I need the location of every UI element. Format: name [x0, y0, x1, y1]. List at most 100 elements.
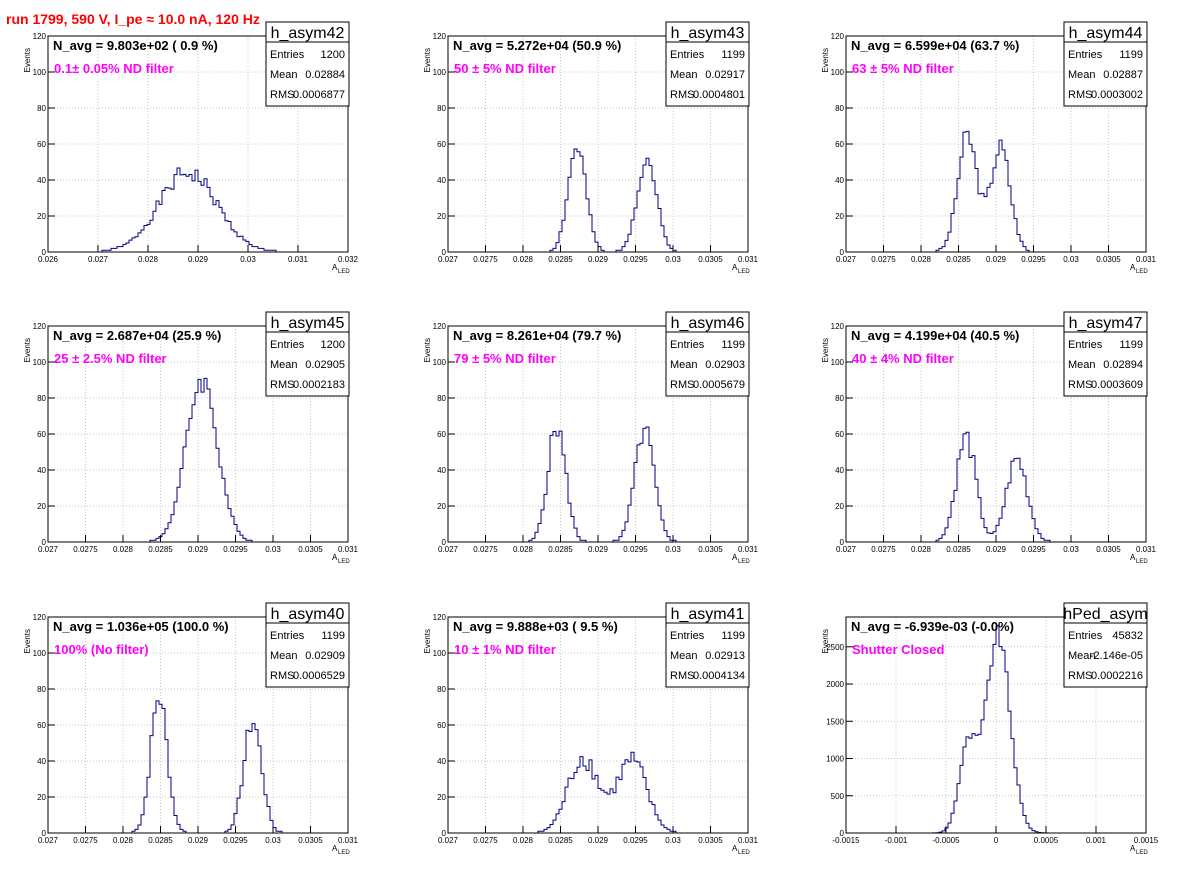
- y-tick-label: 40: [37, 466, 46, 475]
- y-tick-label: 60: [835, 430, 844, 439]
- histogram-name: hPed_asym: [1063, 606, 1148, 623]
- x-axis-title: A: [1130, 263, 1136, 272]
- stat-value: 0.02909: [305, 650, 345, 662]
- stat-label: RMS: [670, 379, 694, 391]
- stat-label: Entries: [270, 339, 305, 351]
- histogram-name: h_asym42: [271, 25, 345, 42]
- navg-label: N_avg = 8.261e+04 (79.7 %): [453, 328, 621, 343]
- y-tick-label: 40: [437, 176, 446, 185]
- y-axis-title: Events: [423, 629, 432, 653]
- histogram-panel-h_asym45: 0.027 0.0275 0.028 0.0285 0.029 0.0295 0.03 0.0…: [23, 311, 359, 565]
- stat-value: 0.02917: [705, 69, 745, 81]
- histogram-name: h_asym45: [271, 315, 345, 332]
- y-tick-label: 40: [437, 757, 446, 766]
- x-tick-label: 0.0275: [73, 836, 98, 845]
- x-tick-label: 0.03: [665, 545, 681, 554]
- stat-label: Mean: [670, 69, 698, 81]
- y-tick-label: 120: [33, 32, 47, 41]
- x-tick-label: 0.028: [513, 545, 534, 554]
- x-tick-label: 0.027: [438, 545, 459, 554]
- y-axis-title: Events: [23, 629, 32, 653]
- stat-value: 0.0004134: [693, 670, 745, 682]
- x-tick-label: 0.031: [1136, 545, 1157, 554]
- x-tick-label: 0.027: [88, 255, 109, 264]
- x-tick-label: 0.0295: [623, 545, 648, 554]
- x-tick-label: 0.027: [836, 255, 857, 264]
- stat-value: 0.0003002: [1091, 89, 1143, 101]
- x-tick-label: 0.0285: [946, 255, 971, 264]
- stat-label: Mean: [670, 359, 698, 371]
- stat-value: 0.0002216: [1091, 670, 1143, 682]
- histogram-name: h_asym41: [671, 606, 745, 623]
- stat-value: 1199: [721, 630, 745, 642]
- x-tick-label: 0.0275: [473, 255, 498, 264]
- x-tick-label: 0.0285: [148, 836, 173, 845]
- navg-label: N_avg = 5.272e+04 (50.9 %): [453, 38, 621, 53]
- histogram-panel-h_asym41: 0.027 0.0275 0.028 0.0285 0.029 0.0295 0.03 0.0…: [423, 602, 759, 856]
- y-axis-title: Events: [23, 338, 32, 362]
- x-tick-label: 0.032: [338, 255, 359, 264]
- y-tick-label: 1500: [826, 717, 844, 726]
- filter-annotation: 0.1± 0.05% ND filter: [54, 61, 174, 76]
- x-tick-label: 0.03: [1063, 255, 1079, 264]
- x-tick-label: 0.027: [38, 836, 59, 845]
- stat-label: Entries: [1068, 630, 1103, 642]
- y-tick-label: 60: [835, 140, 844, 149]
- y-tick-label: 40: [835, 176, 844, 185]
- x-tick-label: 0.0275: [73, 545, 98, 554]
- y-tick-label: 80: [835, 104, 844, 113]
- x-tick-label: 0.028: [513, 836, 534, 845]
- stat-value: 1199: [1119, 339, 1143, 351]
- histogram-panel-h_asym40: 0.027 0.0275 0.028 0.0285 0.029 0.0295 0.03 0.0…: [23, 602, 359, 856]
- histogram-name: h_asym44: [1069, 25, 1143, 42]
- y-axis-title: Events: [423, 48, 432, 72]
- navg-label: N_avg = 9.888e+03 ( 9.5 %): [453, 619, 618, 634]
- x-axis-title: A: [332, 553, 338, 562]
- x-tick-label: 0.029: [588, 545, 609, 554]
- histogram-line: [48, 700, 348, 834]
- x-tick-label: 0.0295: [1021, 255, 1046, 264]
- filter-annotation: 40 ± 4% ND filter: [852, 351, 954, 366]
- x-tick-label: 0.03: [665, 255, 681, 264]
- y-tick-label: 2000: [826, 680, 844, 689]
- y-tick-label: 0: [42, 829, 47, 838]
- x-tick-label: 0.0295: [223, 836, 248, 845]
- x-tick-label: 0.031: [338, 836, 359, 845]
- x-tick-label: 0.027: [438, 836, 459, 845]
- y-tick-label: 80: [437, 685, 446, 694]
- x-tick-label: 0.03: [265, 836, 281, 845]
- histogram-panel-h_asym43: 0.027 0.0275 0.028 0.0285 0.029 0.0295 0.03 0.0…: [423, 21, 759, 275]
- stat-label: Entries: [1068, 339, 1103, 351]
- stat-label: Entries: [670, 630, 705, 642]
- x-tick-label: 0.027: [836, 545, 857, 554]
- x-tick-label: 0: [994, 836, 999, 845]
- y-tick-label: 60: [437, 140, 446, 149]
- x-tick-label: 0.031: [288, 255, 309, 264]
- y-tick-label: 20: [37, 212, 46, 221]
- x-axis-subscript: LED: [1136, 559, 1148, 565]
- x-tick-label: 0.03: [265, 545, 281, 554]
- stat-value: 45832: [1112, 630, 1143, 642]
- x-axis-title: A: [732, 263, 738, 272]
- x-tick-label: 0.0305: [298, 836, 323, 845]
- filter-annotation: 63 ± 5% ND filter: [852, 61, 954, 76]
- y-tick-label: 60: [437, 430, 446, 439]
- stat-label: Entries: [1068, 49, 1103, 61]
- histogram-panel-h_asym47: 0.027 0.0275 0.028 0.0285 0.029 0.0295 0.03 0.0…: [821, 311, 1157, 565]
- y-tick-label: 100: [831, 68, 845, 77]
- y-tick-label: 100: [433, 649, 447, 658]
- x-tick-label: 0.0275: [473, 545, 498, 554]
- histogram-name: h_asym40: [271, 606, 345, 623]
- y-axis-title: Events: [423, 338, 432, 362]
- y-axis-title: Events: [821, 629, 830, 653]
- stat-value: 0.02887: [1103, 69, 1143, 81]
- x-tick-label: 0.029: [188, 255, 209, 264]
- stat-value: 1199: [721, 49, 745, 61]
- x-tick-label: 0.0305: [698, 255, 723, 264]
- y-tick-label: 20: [835, 212, 844, 221]
- x-tick-label: 0.028: [113, 836, 134, 845]
- y-tick-label: 40: [37, 757, 46, 766]
- x-axis-title: A: [732, 844, 738, 853]
- x-axis-subscript: LED: [1136, 850, 1148, 856]
- navg-label: N_avg = 6.599e+04 (63.7 %): [851, 38, 1019, 53]
